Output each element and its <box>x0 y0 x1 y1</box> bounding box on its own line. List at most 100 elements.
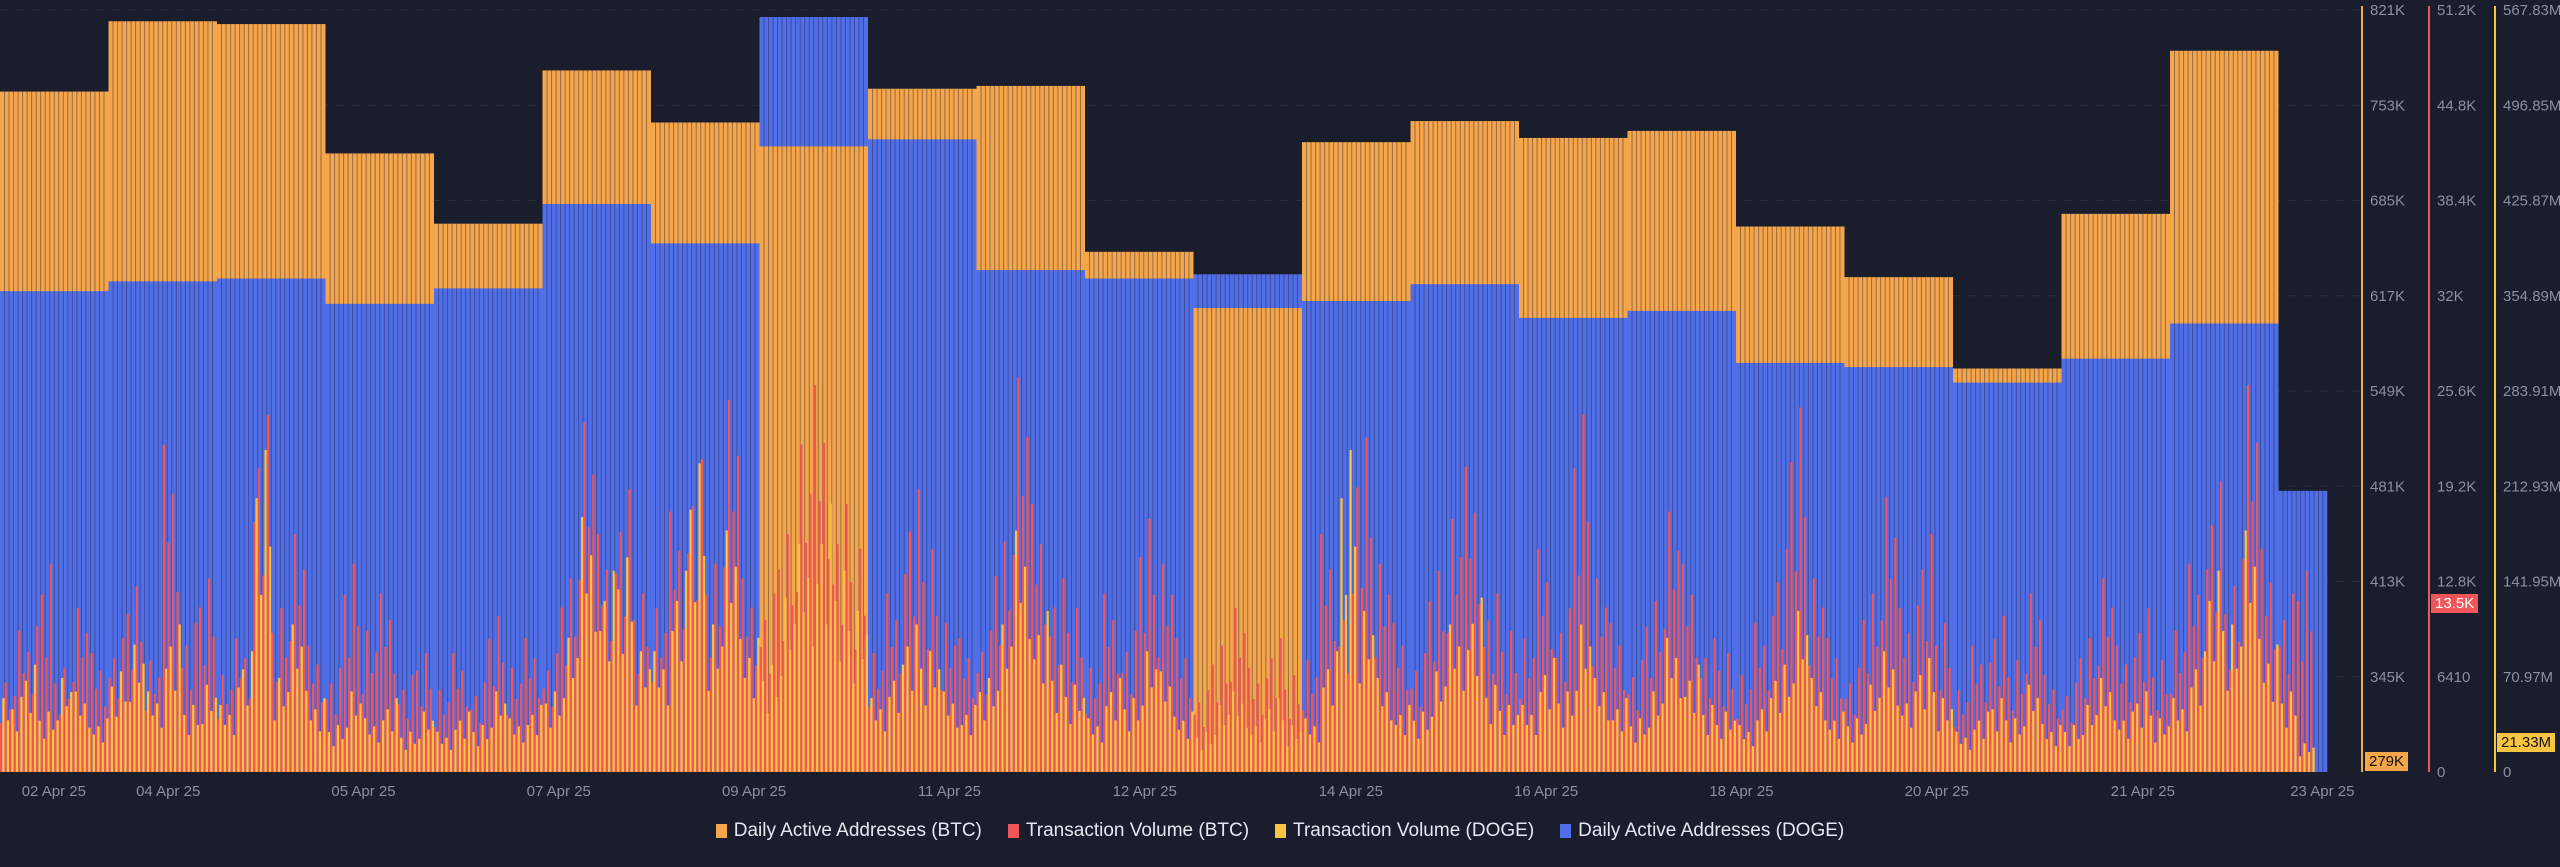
btc-volume-bar <box>773 593 776 772</box>
btc-volume-bar <box>971 698 975 772</box>
doge-volume-bar <box>739 639 742 772</box>
doge-volume-bar <box>734 566 737 772</box>
doge-volume-bar <box>2099 678 2103 772</box>
doge-volume-bar <box>1530 714 1533 772</box>
btc-volume-bar <box>655 608 658 772</box>
btc-volume-bar <box>45 657 48 772</box>
doge-volume-bar <box>1367 659 1370 772</box>
doge-volume-bar <box>314 709 317 772</box>
doge-volume-bar <box>2258 639 2261 772</box>
btc-volume-bar <box>800 444 803 772</box>
doge-volume-bar <box>1399 714 1402 772</box>
legend-item-doge-addresses[interactable]: Daily Active Addresses (DOGE) <box>1560 820 1844 842</box>
btc-volume-bar <box>176 591 179 772</box>
doge-volume-bar <box>693 602 697 772</box>
doge-volume-bar <box>65 706 68 772</box>
y-axes: 821K 753K 685K 617K 549K 481K 413K 345K 51.2K 44.… <box>2361 2 2560 781</box>
btc-volume-bar <box>483 682 486 772</box>
btc-volume-bar <box>1564 681 1567 772</box>
btc-volume-bar <box>565 665 568 772</box>
btc-volume-bar <box>153 693 156 772</box>
doge-volume-bar <box>2149 715 2152 772</box>
btc-volume-bar <box>506 714 509 772</box>
btc-volume-bar <box>1853 714 1856 772</box>
doge-volume-bar <box>33 664 37 772</box>
doge-volume-bar <box>1869 684 1872 772</box>
btc-volume-bar <box>122 638 125 772</box>
btc-volume-bar <box>1464 466 1468 772</box>
btc-volume-bar <box>1482 646 1486 772</box>
btc-volume-bar <box>1378 563 1382 772</box>
doge-volume-bar <box>183 714 186 772</box>
btc-volume-bar <box>1966 702 1969 772</box>
btc-volume-bar <box>1826 638 1829 772</box>
btc-volume-bar <box>569 578 572 772</box>
doge-volume-bar <box>1977 720 1981 772</box>
doge-volume-bar <box>88 727 91 772</box>
doge-volume-bar <box>1462 690 1465 772</box>
doge-volume-bar <box>680 661 683 772</box>
btc-volume-bar <box>1763 645 1766 772</box>
doge-volume-bar <box>883 731 887 772</box>
doge-volume-bar <box>1534 735 1538 772</box>
doge-volume-bar <box>246 705 249 772</box>
btc-volume-bar <box>1243 632 1246 772</box>
btc-volume-bar <box>745 636 749 772</box>
btc-volume-bar <box>2188 563 2191 772</box>
btc-volume-bar <box>402 689 405 772</box>
btc-volume-bar <box>953 645 957 772</box>
btc-volume-bar <box>1939 690 1942 772</box>
btc-volume-bar <box>1980 664 1983 772</box>
btc-volume-bar <box>1442 631 1445 772</box>
doge-volume-bar <box>74 691 77 772</box>
btc-volume-bar <box>456 688 459 772</box>
doge-volume-bar <box>1426 729 1429 772</box>
btc-volume-bar <box>420 706 423 772</box>
doge-volume-bar <box>712 624 715 772</box>
doge-volume-bar <box>1146 651 1149 772</box>
doge-volume-bar <box>1476 676 1479 772</box>
doge-volume-bar <box>1995 731 1999 772</box>
btc-volume-bar <box>330 683 333 772</box>
doge-volume-bar <box>1344 594 1348 772</box>
btc-volume-bar <box>465 706 468 772</box>
doge-volume-bar <box>476 746 480 772</box>
doge-volume-bar <box>467 711 471 772</box>
btc-volume-bar <box>18 630 21 772</box>
btc-volume-bar <box>1320 533 1323 772</box>
doge-volume-bar <box>965 714 968 772</box>
doge-volume-bar <box>2212 661 2216 772</box>
legend-item-doge-volume[interactable]: Transaction Volume (DOGE) <box>1275 820 1534 842</box>
btc-volume-bar <box>2237 641 2241 772</box>
btc-volume-bar <box>1401 645 1404 772</box>
btc-volume-bar <box>1247 667 1251 772</box>
btc-volume-bar <box>881 670 884 772</box>
legend-item-btc-volume[interactable]: Transaction Volume (BTC) <box>1007 820 1249 842</box>
doge-volume-bar <box>1286 746 1289 772</box>
legend-item-btc-addresses[interactable]: Daily Active Addresses (BTC) <box>715 820 982 842</box>
btc-volume-bar <box>149 660 152 772</box>
doge-volume-bar <box>861 659 864 772</box>
btc-volume-bar <box>1568 608 1571 772</box>
doge-volume-bar <box>1290 725 1293 772</box>
btc-volume-bar <box>1885 496 1888 772</box>
doge-volume-bar <box>1082 697 1085 772</box>
btc-volume-bar <box>2174 630 2177 772</box>
doge-volume-bar <box>1078 710 1081 772</box>
y-tick-label: 44.8K <box>2437 97 2476 114</box>
btc-volume-bar <box>194 623 197 772</box>
btc-volume-bar <box>795 591 798 772</box>
btc-volume-bar <box>1523 638 1526 772</box>
legend: Daily Active Addresses (BTC) Transaction… <box>0 820 2560 842</box>
btc-volume-bar <box>1424 652 1427 772</box>
btc-volume-bar <box>1311 693 1314 772</box>
doge-volume-bar <box>1186 738 1189 772</box>
btc-volume-bar <box>2251 501 2254 772</box>
doge-volume-bar <box>264 449 267 772</box>
btc-volume-bar <box>854 649 857 772</box>
doge-volume-bar <box>1060 664 1063 772</box>
doge-volume-bar <box>2127 738 2130 772</box>
btc-volume-bar <box>2242 559 2245 772</box>
doge-volume-bar <box>1774 680 1777 772</box>
doge-volume-bar <box>1191 711 1194 772</box>
